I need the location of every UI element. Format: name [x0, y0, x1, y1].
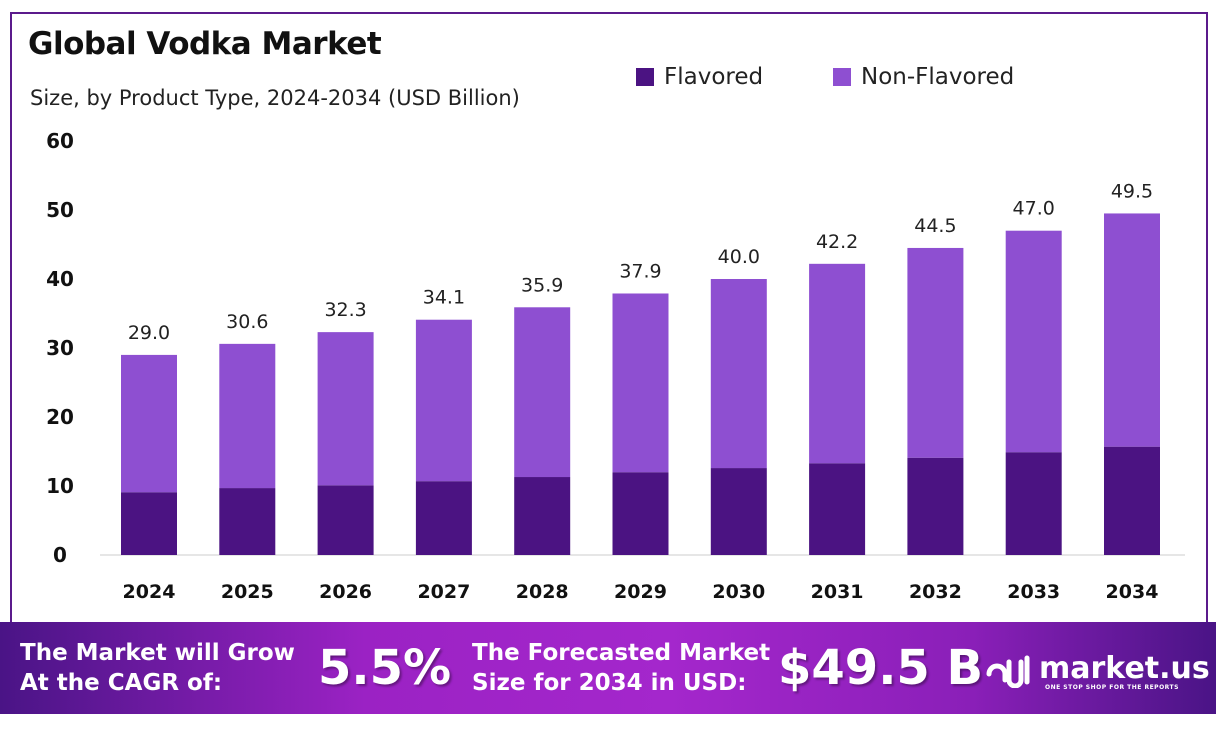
y-tick-label: 60	[46, 129, 74, 153]
y-tick-label: 0	[53, 543, 67, 567]
chart-subtitle: Size, by Product Type, 2024-2034 (USD Bi…	[30, 86, 520, 110]
cagr-label: The Market will Grow At the CAGR of:	[20, 640, 295, 696]
bar-flavored-2032	[907, 457, 964, 555]
bar-non-flavored-2028	[514, 307, 571, 478]
bar-flavored-2031	[809, 463, 866, 555]
bar-non-flavored-2025	[219, 343, 276, 489]
total-label: 30.6	[226, 311, 268, 333]
bar-non-flavored-2033	[1005, 230, 1062, 453]
total-label: 29.0	[128, 322, 170, 344]
bar-non-flavored-2024	[121, 354, 177, 493]
bar-flavored-2028	[514, 477, 571, 555]
x-tick-label: 2032	[909, 581, 962, 603]
legend-item-non-flavored: Non-Flavored	[833, 64, 1014, 90]
y-tick-label: 30	[46, 336, 74, 360]
x-tick-label: 2029	[614, 581, 667, 603]
x-tick-label: 2025	[221, 581, 274, 603]
bar-flavored-2034	[1104, 446, 1160, 555]
x-tick-label: 2034	[1106, 581, 1159, 603]
footer-banner: The Market will Grow At the CAGR of: 5.5%…	[0, 622, 1216, 714]
cagr-value: 5.5%	[318, 640, 452, 696]
bar-flavored-2025	[219, 488, 276, 555]
legend-item-flavored: Flavored	[636, 64, 763, 90]
forecast-label: The Forecasted Market Size for 2034 in US…	[472, 640, 771, 696]
forecast-value: $49.5 B	[778, 640, 984, 696]
x-tick-label: 2026	[319, 581, 372, 603]
y-tick-label: 20	[46, 405, 74, 429]
total-label: 32.3	[324, 299, 366, 321]
total-label: 47.0	[1013, 198, 1055, 220]
bar-non-flavored-2031	[809, 263, 866, 464]
bar-flavored-2027	[415, 481, 472, 555]
bar-non-flavored-2030	[710, 279, 767, 469]
chart-frame	[10, 12, 1208, 712]
legend-label: Flavored	[664, 64, 764, 90]
bar-non-flavored-2026	[317, 332, 374, 486]
x-tick-label: 2024	[123, 581, 176, 603]
x-tick-label: 2027	[417, 581, 470, 603]
market-us-logo: market.us ONE STOP SHOP FOR THE REPORTS	[985, 648, 1210, 691]
total-label: 44.5	[914, 215, 956, 237]
legend-label: Non-Flavored	[861, 64, 1015, 90]
bar-non-flavored-2027	[415, 319, 472, 482]
y-tick-label: 40	[46, 267, 74, 291]
x-tick-label: 2031	[811, 581, 864, 603]
bar-flavored-2024	[121, 492, 177, 555]
total-label: 37.9	[619, 260, 661, 282]
x-tick-label: 2030	[712, 581, 765, 603]
bar-flavored-2030	[710, 468, 767, 555]
bar-flavored-2033	[1005, 452, 1062, 555]
bar-non-flavored-2034	[1104, 213, 1160, 447]
total-label: 35.9	[521, 274, 563, 296]
bar-non-flavored-2029	[612, 293, 669, 473]
logo-icon	[986, 655, 1030, 688]
y-tick-label: 50	[46, 198, 74, 222]
x-tick-label: 2033	[1007, 581, 1060, 603]
bar-flavored-2029	[612, 472, 669, 555]
chart-title: Global Vodka Market	[28, 26, 382, 62]
total-label: 40.0	[718, 246, 760, 268]
bar-chart: 010203040506029.0202430.6202532.3202634.…	[46, 129, 1185, 603]
total-label: 42.2	[816, 231, 858, 253]
total-label: 49.5	[1111, 180, 1153, 202]
bar-flavored-2026	[317, 485, 374, 555]
x-tick-label: 2028	[516, 581, 569, 603]
bar-non-flavored-2032	[907, 247, 964, 458]
legend-swatch	[636, 68, 654, 86]
y-tick-label: 10	[46, 474, 74, 498]
legend-swatch	[833, 68, 851, 86]
total-label: 34.1	[423, 287, 465, 309]
